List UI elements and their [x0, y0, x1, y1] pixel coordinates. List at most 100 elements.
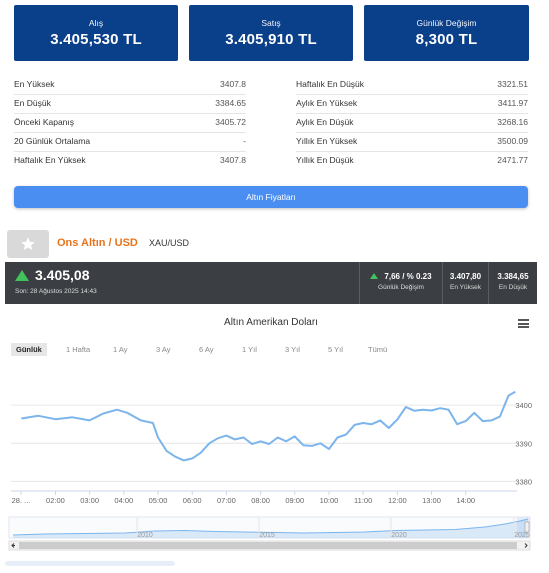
ticker-high-label: En Yüksek [450, 284, 481, 291]
stat-value: 3407.8 [220, 155, 246, 165]
stat-row: Haftalık En Yüksek 3407.8 [14, 152, 246, 171]
range-button[interactable]: 1 Yıl [242, 345, 257, 354]
navigator-label: 2020 [391, 532, 407, 539]
ons-header: Ons Altın / USD XAU/USD [7, 230, 537, 260]
ticker-change-cell: 7,66 / % 0.23 Günlük Değişim [359, 262, 442, 304]
stat-row: Aylık En Düşük 3268.16 [296, 114, 528, 133]
ons-title: Ons Altın / USD [57, 237, 138, 249]
x-tick-label: 07:00 [217, 496, 236, 505]
stat-value: 3384.65 [215, 98, 246, 108]
scroll-left-icon [11, 543, 15, 548]
ticker-high: 3.407,80 [449, 272, 482, 281]
stat-value: 3407.8 [220, 79, 246, 89]
stat-row: Haftalık En Düşük 3321.51 [296, 76, 528, 95]
chart-title: Altın Amerikan Doları [224, 317, 318, 328]
x-tick-label: 04:00 [114, 496, 133, 505]
range-button[interactable]: 5 Yıl [328, 345, 343, 354]
stat-label: Yıllık En Düşük [296, 155, 354, 165]
alis-label: Alış [88, 18, 104, 28]
range-button[interactable]: 1 Hafta [66, 345, 91, 354]
gunluk-degisim-value: 8,300 TL [415, 31, 478, 48]
x-tick-label: 14:00 [456, 496, 475, 505]
x-tick-label: 08:00 [251, 496, 270, 505]
stat-value: 3268.16 [497, 117, 528, 127]
page-scrollbar[interactable] [5, 561, 175, 566]
navigator-label: 2025 [514, 532, 530, 539]
stat-label: Yıllık En Yüksek [296, 136, 358, 146]
navigator-area [13, 519, 528, 538]
favorite-button[interactable] [7, 230, 49, 258]
alis-box: Alış 3.405,530 TL [14, 5, 178, 61]
x-tick-label: 02:00 [46, 496, 65, 505]
ticker-price: 3.405,08 [35, 267, 90, 283]
x-tick-label: 28. ... [12, 496, 31, 505]
chart-menu-icon[interactable] [518, 319, 529, 328]
navigator-label: 2015 [259, 532, 275, 539]
stat-label: En Yüksek [14, 79, 55, 89]
stat-value: 2471.77 [497, 155, 528, 165]
navigator-handle [524, 521, 530, 533]
stat-row: En Düşük 3384.65 [14, 95, 246, 114]
ticker-change-label: Günlük Değişim [378, 284, 424, 291]
range-button[interactable]: Tümü [368, 345, 388, 354]
altin-fiyatlari-button[interactable]: Altın Fiyatları [14, 186, 528, 208]
stat-value: 3411.97 [497, 98, 528, 108]
scroll-right-icon [524, 543, 528, 548]
stat-label: 20 Günlük Ortalama [14, 136, 91, 146]
x-tick-label: 03:00 [80, 496, 99, 505]
x-tick-label: 09:00 [285, 496, 304, 505]
gunluk-degisim-box: Günlük Değişim 8,300 TL [364, 5, 529, 61]
range-button[interactable]: Günlük [11, 343, 47, 356]
x-tick-label: 10:00 [320, 496, 339, 505]
range-button[interactable]: 3 Yıl [285, 345, 300, 354]
alis-value: 3.405,530 TL [50, 31, 142, 48]
y-tick-label: 3400 [515, 401, 532, 410]
ticker-updated: Son: 28 Ağustos 2025 14:43 [15, 288, 97, 295]
price-boxes: Alış 3.405,530 TL Satış 3.405,910 TL Gün… [14, 5, 529, 61]
stat-row: Yıllık En Yüksek 3500.09 [296, 133, 528, 152]
stat-label: En Düşük [14, 98, 51, 108]
stat-row: Önceki Kapanış 3405.72 [14, 114, 246, 133]
scrollbar-thumb [19, 542, 517, 549]
x-tick-label: 06:00 [183, 496, 202, 505]
stat-value: - [243, 136, 246, 146]
up-arrow-icon [370, 273, 379, 279]
stat-row: Yıllık En Düşük 2471.77 [296, 152, 528, 171]
stats-right-table: Haftalık En Düşük 3321.51 Aylık En Yüksek… [296, 76, 528, 171]
y-tick-label: 3390 [515, 439, 532, 448]
stat-value: 3405.72 [215, 117, 246, 127]
ons-code: XAU/USD [149, 238, 190, 248]
stat-label: Aylık En Düşük [296, 117, 354, 127]
stat-row: Aylık En Yüksek 3411.97 [296, 95, 528, 114]
range-button[interactable]: 6 Ay [199, 345, 214, 354]
x-tick-label: 11:00 [354, 496, 372, 505]
navigator-label: 2010 [137, 532, 153, 539]
ticker-high-cell: 3.407,80 En Yüksek [442, 262, 488, 304]
stat-value: 3500.09 [497, 136, 528, 146]
satis-box: Satış 3.405,910 TL [189, 5, 353, 61]
up-arrow-icon [15, 270, 29, 281]
x-tick-label: 12:00 [388, 496, 407, 505]
stat-label: Önceki Kapanış [14, 117, 75, 127]
series-line [21, 390, 516, 462]
stat-label: Aylık En Yüksek [296, 98, 358, 108]
stat-row: 20 Günlük Ortalama - [14, 133, 246, 152]
x-tick-label: 13:00 [422, 496, 441, 505]
ticker-low-label: En Düşük [498, 284, 528, 291]
range-button[interactable]: 3 Ay [156, 345, 171, 354]
y-tick-label: 3380 [515, 477, 532, 486]
chart-card: 3400 3390 3380 28. ... 02:00 03:00 04:00 05:00 0… [5, 305, 537, 563]
ticker-change: 7,66 / % 0.23 [384, 272, 432, 281]
stat-row: En Yüksek 3407.8 [14, 76, 246, 95]
range-button[interactable]: 1 Ay [113, 345, 128, 354]
ticker-low-cell: 3.384,65 En Düşük [488, 262, 537, 304]
stat-label: Haftalık En Yüksek [14, 155, 86, 165]
ticker-low: 3.384,65 [497, 272, 529, 281]
x-tick-label: 05:00 [149, 496, 168, 505]
ticker-bar: 3.405,08 Son: 28 Ağustos 2025 14:43 7,66… [5, 262, 537, 304]
stat-label: Haftalık En Düşük [296, 79, 365, 89]
star-icon [21, 237, 35, 250]
stats-left-table: En Yüksek 3407.8 En Düşük 3384.65 Önceki K… [14, 76, 246, 171]
satis-value: 3.405,910 TL [225, 31, 317, 48]
navigator-line [12, 518, 529, 536]
